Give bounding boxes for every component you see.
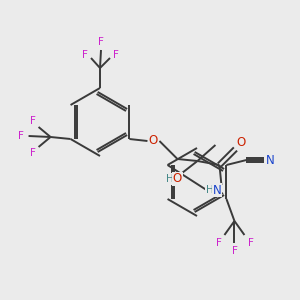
Text: F: F [30,116,35,126]
Text: H: H [206,185,213,195]
Text: O: O [173,172,182,185]
Text: F: F [232,246,237,256]
Text: F: F [82,50,88,60]
Text: F: F [18,131,23,141]
Text: F: F [248,238,254,248]
Text: F: F [113,50,119,60]
Text: N: N [266,154,275,166]
Text: O: O [149,134,158,148]
Text: O: O [237,136,246,149]
Text: F: F [215,238,221,248]
Text: N: N [213,184,222,196]
Text: H: H [166,174,173,184]
Text: F: F [30,148,35,158]
Text: F: F [98,37,104,47]
